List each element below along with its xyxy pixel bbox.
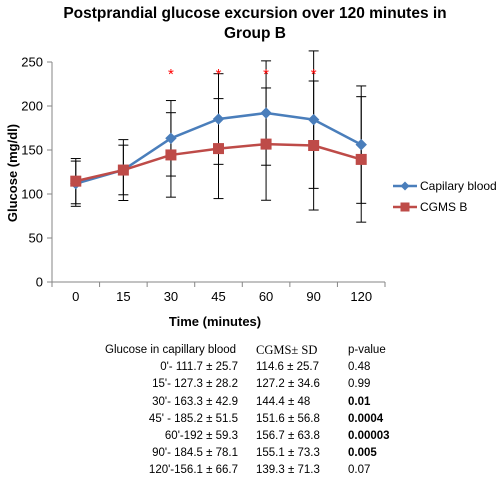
cell-capillary: 120'-156.1 ± 66.7	[148, 464, 238, 477]
data-point	[307, 113, 320, 126]
cell-p-value: 0.99	[348, 378, 371, 391]
data-point	[308, 140, 320, 152]
legend-marker	[400, 202, 410, 212]
x-axis-title: Time (minutes)	[169, 314, 261, 329]
table-row: 45' - 185.2 ± 51.5 151.6 ± 56.8 0.0004	[105, 411, 408, 428]
data-point	[260, 107, 272, 119]
data-point	[260, 138, 272, 150]
cell-p-value: 0.005	[348, 447, 377, 460]
table-body: 0'- 111.7 ± 25.7 114.6 ± 25.7 0.48 15'- 127…	[105, 359, 408, 479]
cell-p-value: 0.07	[348, 464, 371, 477]
table-row: 90'- 184.5 ± 78.1 155.1 ± 73.3 0.005	[105, 445, 408, 462]
cell-cgms: 127.2 ± 34.6	[256, 378, 320, 391]
significance-star: *	[263, 66, 269, 83]
significance-markers: * * * *	[168, 66, 317, 83]
data-point	[165, 149, 177, 161]
y-tick-label: 0	[36, 275, 43, 290]
data-point	[212, 113, 225, 125]
table-row: 15'- 127.3 ± 28.2 127.2 ± 34.6 0.99	[105, 376, 408, 393]
chart-plot: 0 50 100 150 200 250 0 15 30 45 60 90 120 * * * * Capil…	[5, 50, 500, 329]
table-row: 60'-192 ± 59.3 156.7 ± 63.8 0.00003	[105, 428, 408, 445]
cell-p-value: 0.00003	[348, 430, 390, 443]
cell-cgms: 114.6 ± 25.7	[256, 361, 320, 374]
x-tick-label: 90	[306, 289, 320, 304]
table-row: 30'- 163.3 ± 42.9 144.4 ± 48 0.01	[105, 394, 408, 411]
y-axis-title: Glucose (mg/dl)	[5, 124, 20, 222]
significance-star: *	[311, 66, 317, 83]
x-tick-label: 15	[116, 289, 130, 304]
x-tick-label: 45	[211, 289, 225, 304]
y-tick-label: 150	[21, 143, 43, 158]
y-tick-label: 250	[21, 55, 43, 70]
y-tick-label: 200	[21, 99, 43, 114]
data-point	[70, 175, 82, 187]
y-tick-label: 50	[29, 231, 43, 246]
cell-cgms: 151.6 ± 56.8	[256, 412, 320, 425]
cell-p-value: 0.01	[348, 395, 371, 408]
series-layer	[70, 107, 367, 190]
table-row: 120'-156.1 ± 66.7 139.3 ± 71.3 0.07	[105, 462, 408, 479]
chart-title: Postprandial glucose excursion over 120 …	[63, 5, 447, 42]
x-tick-label: 30	[164, 289, 178, 304]
data-point	[213, 143, 224, 155]
table-header-p-value: p-value	[348, 344, 386, 356]
axes: 0 50 100 150 200 250 0 15 30 45 60 90 120	[21, 55, 386, 304]
cell-p-value: 0.0004	[348, 412, 384, 425]
legend-label: Capilary blood B	[420, 179, 500, 193]
cell-cgms: 156.7 ± 63.8	[256, 430, 320, 443]
cell-capillary: 90'- 184.5 ± 78.1	[152, 447, 238, 460]
x-tick-label: 0	[72, 289, 79, 304]
cell-cgms: 139.3 ± 71.3	[256, 464, 320, 477]
data-point	[355, 153, 367, 165]
legend-marker	[400, 181, 410, 191]
cell-cgms: 144.4 ± 48	[256, 395, 311, 408]
cell-capillary: 30'- 163.3 ± 42.9	[152, 395, 238, 408]
stats-table: Glucose in capillary blood CGMS± SD p-va…	[105, 342, 408, 480]
y-tick-label: 100	[21, 187, 43, 202]
significance-star: *	[216, 66, 222, 83]
cell-capillary: 15'- 127.3 ± 28.2	[152, 378, 238, 391]
table-header-row: Glucose in capillary blood CGMS± SD p-va…	[105, 342, 408, 359]
cell-cgms: 155.1 ± 73.3	[256, 447, 320, 460]
cell-p-value: 0.48	[348, 361, 371, 374]
significance-star: *	[168, 66, 174, 83]
data-point	[165, 132, 177, 145]
table-header-capillary: Glucose in capillary blood	[105, 344, 237, 356]
data-point	[117, 164, 129, 176]
legend: Capilary blood B CGMS B	[393, 179, 500, 214]
legend-label: CGMS B	[420, 200, 467, 214]
table-row: 0'- 111.7 ± 25.7 114.6 ± 25.7 0.48	[105, 359, 408, 376]
x-tick-label: 60	[259, 289, 273, 304]
x-tick-label: 120	[350, 289, 372, 304]
table-header-cgms: CGMS± SD	[256, 343, 318, 357]
cell-capillary: 60'-192 ± 59.3	[164, 430, 238, 443]
cell-capillary: 45' - 185.2 ± 51.5	[148, 412, 238, 425]
cell-capillary: 0'- 111.7 ± 25.7	[160, 361, 238, 374]
data-point	[355, 138, 367, 151]
